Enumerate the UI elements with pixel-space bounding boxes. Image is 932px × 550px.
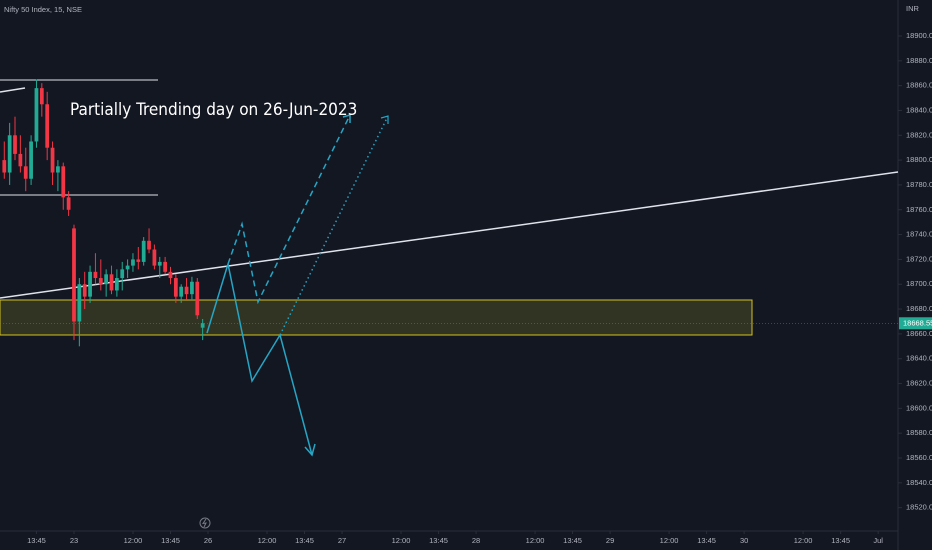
x-tick-label: 30 bbox=[740, 536, 748, 545]
y-tick-label: 18660.00 bbox=[906, 329, 932, 338]
candle-body bbox=[120, 269, 125, 279]
y-tick-label: 18900.00 bbox=[906, 31, 932, 40]
x-tick-label: 12:00 bbox=[392, 536, 411, 545]
projection-arrowhead bbox=[304, 443, 316, 457]
y-tick-label: 18860.00 bbox=[906, 81, 932, 90]
y-tick-label: 18840.00 bbox=[906, 105, 932, 114]
candle-body bbox=[61, 166, 66, 198]
candle-body bbox=[114, 278, 119, 291]
projection-up-dotted bbox=[279, 115, 389, 336]
x-tick-label: 13:45 bbox=[27, 536, 46, 545]
y-tick-label: 18560.00 bbox=[906, 453, 932, 462]
candle-body bbox=[77, 284, 82, 322]
candle-body bbox=[104, 274, 109, 285]
y-tick-label: 18880.00 bbox=[906, 56, 932, 65]
session-icon bbox=[199, 517, 211, 529]
projection-arrowhead bbox=[380, 115, 389, 124]
candle-body bbox=[184, 286, 189, 295]
y-tick-label: 18760.00 bbox=[906, 205, 932, 214]
candle-body bbox=[7, 135, 12, 173]
y-tick-label: 18580.00 bbox=[906, 428, 932, 437]
y-tick-label: 18740.00 bbox=[906, 230, 932, 239]
y-tick-label: 18820.00 bbox=[906, 130, 932, 139]
candle-body bbox=[141, 240, 146, 262]
projection-down bbox=[206, 263, 313, 456]
trendline bbox=[0, 171, 899, 299]
axis-unit: INR bbox=[906, 4, 920, 13]
candle-body bbox=[168, 271, 173, 279]
candle-body bbox=[82, 284, 87, 297]
candle-body bbox=[18, 153, 23, 167]
candle-body bbox=[34, 88, 39, 142]
candle-body bbox=[125, 265, 130, 270]
x-tick-label: 28 bbox=[472, 536, 480, 545]
y-tick-label: 18620.00 bbox=[906, 379, 932, 388]
candle-body bbox=[157, 261, 162, 266]
x-tick-label: 12:00 bbox=[124, 536, 143, 545]
last-price-label: 18668.55 bbox=[903, 318, 932, 327]
candle-body bbox=[93, 271, 98, 279]
candle-body bbox=[29, 141, 33, 179]
candle-body bbox=[190, 281, 194, 295]
candle-body bbox=[56, 166, 60, 173]
candle-body bbox=[109, 274, 114, 291]
y-tick-label: 18520.00 bbox=[906, 503, 932, 512]
candle-body bbox=[23, 166, 28, 179]
x-tick-label: 12:00 bbox=[258, 536, 277, 545]
y-tick-label: 18700.00 bbox=[906, 279, 932, 288]
annotation: Partially Trending day on 26-Jun-2023 bbox=[70, 100, 357, 120]
candle-body bbox=[195, 281, 200, 316]
candle-body bbox=[50, 147, 55, 173]
candle-body bbox=[152, 249, 157, 266]
candle-body bbox=[173, 278, 178, 297]
y-tick-label: 18680.00 bbox=[906, 304, 932, 313]
projection-up-dashed bbox=[227, 114, 351, 305]
x-tick-label: 13:45 bbox=[161, 536, 180, 545]
candle-body bbox=[45, 104, 50, 148]
support-zone bbox=[0, 299, 753, 336]
x-tick-label: 26 bbox=[204, 536, 212, 545]
x-tick-label: 12:00 bbox=[526, 536, 545, 545]
candle-body bbox=[66, 197, 71, 210]
short-trendline bbox=[0, 87, 26, 93]
candle-body bbox=[13, 135, 17, 154]
candle-body bbox=[88, 271, 92, 297]
x-tick-label: 27 bbox=[338, 536, 346, 545]
candle-body bbox=[131, 259, 135, 266]
x-tick-label: 12:00 bbox=[794, 536, 813, 545]
x-tick-label: 23 bbox=[70, 536, 78, 545]
candle-body bbox=[72, 228, 76, 322]
x-tick-label: 13:45 bbox=[697, 536, 716, 545]
candle-body bbox=[163, 261, 168, 272]
candle-body bbox=[147, 240, 151, 250]
candle-body bbox=[2, 160, 7, 173]
candle-body bbox=[98, 278, 103, 285]
y-tick-label: 18540.00 bbox=[906, 478, 932, 487]
y-tick-label: 18600.00 bbox=[906, 403, 932, 412]
y-tick-label: 18640.00 bbox=[906, 354, 932, 363]
x-tick-label: 13:45 bbox=[429, 536, 448, 545]
x-tick-label: 13:45 bbox=[295, 536, 314, 545]
x-tick-label: 13:45 bbox=[563, 536, 582, 545]
candle-body bbox=[179, 286, 184, 297]
y-tick-label: 18800.00 bbox=[906, 155, 932, 164]
x-tick-label: 12:00 bbox=[660, 536, 679, 545]
last-price-box bbox=[899, 317, 932, 330]
x-tick-label: Jul bbox=[873, 536, 883, 545]
y-tick-label: 18720.00 bbox=[906, 254, 932, 263]
y-tick-label: 18780.00 bbox=[906, 180, 932, 189]
chart-title: Nifty 50 Index, 15, NSE bbox=[4, 5, 82, 14]
candle-body bbox=[136, 259, 141, 262]
projection-arrowhead bbox=[342, 114, 351, 123]
x-tick-label: 29 bbox=[606, 536, 614, 545]
candle-body bbox=[39, 88, 44, 105]
candle-body bbox=[200, 323, 205, 328]
x-tick-label: 13:45 bbox=[831, 536, 850, 545]
